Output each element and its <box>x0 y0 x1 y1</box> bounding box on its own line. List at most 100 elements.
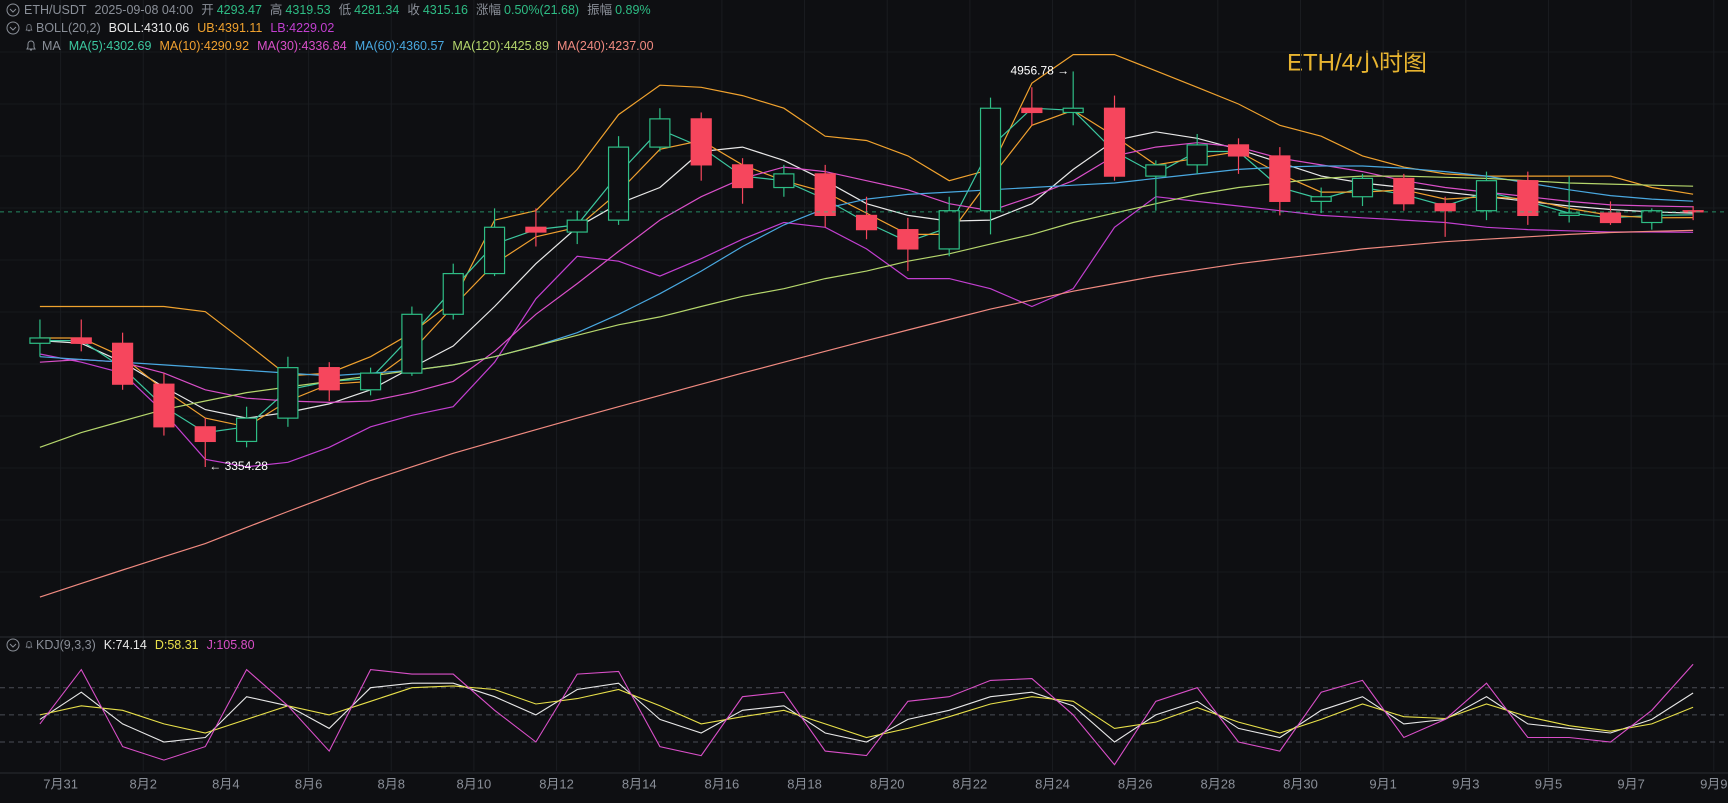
quote-label: 高 <box>269 3 283 17</box>
x-tick-label: 8月16 <box>705 776 740 791</box>
annotation: ← 3354.28 <box>209 459 268 473</box>
candle-body <box>731 164 754 189</box>
quote-label: 收 <box>407 3 420 17</box>
quote-value: 4319.53 <box>285 3 331 17</box>
x-tick-label: 9月9 <box>1700 776 1727 791</box>
candle-body <box>1103 107 1126 177</box>
x-tick-label: 8月8 <box>378 776 405 791</box>
x-tick-label: 7月31 <box>43 776 78 791</box>
candle-body <box>1599 212 1622 224</box>
candle-body <box>897 229 919 250</box>
collapse-icon[interactable] <box>6 3 20 17</box>
candle-body <box>1517 180 1539 217</box>
x-tick-label: 9月3 <box>1452 776 1479 791</box>
candle-body <box>607 146 630 221</box>
candle-body <box>1186 144 1208 166</box>
bell-icon[interactable] <box>24 39 38 53</box>
x-tick-label: 8月6 <box>295 776 322 791</box>
boll-row: BOLL(20,2) BOLL:4310.06 UB:4391.11 LB:4229… <box>6 20 342 36</box>
candle-body <box>979 107 1002 212</box>
quote-label: 低 <box>338 3 352 17</box>
legend-entry: MA(120):4425.89 <box>452 39 549 53</box>
candle-body <box>1145 164 1167 177</box>
symbol: ETH/USDT <box>24 3 87 17</box>
kdj-line <box>39 682 1694 743</box>
x-tick-label: 9月5 <box>1535 776 1562 791</box>
legend-entry: BOLL:4310.06 <box>108 21 190 35</box>
quote-label: 涨幅 <box>476 3 502 17</box>
quote-label: 振幅 <box>587 3 613 17</box>
indicator-line <box>39 196 1694 468</box>
candle-body <box>153 383 175 428</box>
candle-body <box>1393 177 1415 205</box>
indicator-line <box>39 175 1694 448</box>
boll-label: BOLL(20,2) <box>36 21 101 35</box>
candle-body <box>525 226 547 233</box>
candle-body <box>1062 107 1084 114</box>
x-tick-label: 8月14 <box>622 776 657 791</box>
x-tick-label: 8月4 <box>212 776 239 791</box>
x-tick-label: 8月12 <box>539 776 574 791</box>
legend-entry: MA(10):4290.92 <box>159 39 250 53</box>
legend-entry: MA(30):4336.84 <box>257 39 347 53</box>
candle-body <box>194 426 216 443</box>
candle-body <box>318 367 340 391</box>
candle-body <box>1351 177 1374 198</box>
ma-label: MA <box>42 39 61 53</box>
kdj-line <box>39 663 1694 766</box>
candle-body <box>773 173 795 189</box>
candle-body <box>814 173 836 217</box>
candle-body <box>1558 212 1580 217</box>
collapse-icon[interactable] <box>6 21 20 35</box>
x-tick-label: 8月30 <box>1283 776 1318 791</box>
legend-entry: D:58.31 <box>154 638 199 652</box>
candle-body <box>690 118 712 166</box>
candle-body <box>1269 155 1291 202</box>
candle-body <box>1310 196 1332 202</box>
collapse-icon[interactable] <box>6 638 20 652</box>
bell-icon[interactable] <box>24 638 34 652</box>
candle-body <box>1434 203 1456 212</box>
legend-entry: MA(5):4302.69 <box>68 39 152 53</box>
x-tick-label: 9月7 <box>1617 776 1644 791</box>
kdj-row: KDJ(9,3,3) K:74.14 D:58.31 J:105.80 <box>6 637 263 653</box>
candle-body <box>401 313 423 374</box>
candle-body <box>70 337 92 344</box>
candle-body <box>277 367 299 419</box>
indicator-line <box>39 142 1694 404</box>
bell-icon[interactable] <box>24 21 34 35</box>
kdj-line <box>39 685 1694 739</box>
x-tick-label: 8月18 <box>787 776 822 791</box>
legend-entry: MA(240):4237.00 <box>556 39 654 53</box>
quote-value: 4315.16 <box>422 3 469 17</box>
candle-body <box>235 417 258 443</box>
annotation: 4956.78 → <box>1010 64 1069 78</box>
candle-body <box>566 219 588 233</box>
legend-entry: K:74.14 <box>103 638 147 652</box>
time: 2025-09-08 04:00 <box>94 3 194 17</box>
candle-body <box>1641 210 1663 224</box>
x-tick-label: 8月28 <box>1200 776 1235 791</box>
x-tick-label: 8月22 <box>953 776 988 791</box>
x-tick-label: 8月24 <box>1035 776 1070 791</box>
quote-value: 0.89% <box>615 3 651 17</box>
quote-row: ETH/USDT 2025-09-08 04:00 开 4293.47 高 4319.… <box>6 2 659 18</box>
x-tick-label: 8月20 <box>870 776 905 791</box>
legend-entry: J:105.80 <box>206 638 255 652</box>
candle-body <box>1475 180 1498 212</box>
indicator-line <box>39 229 1694 598</box>
candle-body <box>649 118 671 148</box>
candle-body <box>855 214 878 231</box>
quote-value: 0.50%(21.68) <box>504 3 580 17</box>
kdj-label: KDJ(9,3,3) <box>36 638 96 652</box>
legend-entry: LB:4229.02 <box>270 21 335 35</box>
quote-value: 4281.34 <box>354 3 400 17</box>
x-tick-label: 8月26 <box>1118 776 1153 791</box>
x-tick-label: 9月1 <box>1369 776 1396 791</box>
quote-label: 开 <box>201 3 214 17</box>
x-tick-label: 8月10 <box>457 776 492 791</box>
candle-body <box>1227 144 1250 157</box>
candle-body <box>1021 107 1043 114</box>
